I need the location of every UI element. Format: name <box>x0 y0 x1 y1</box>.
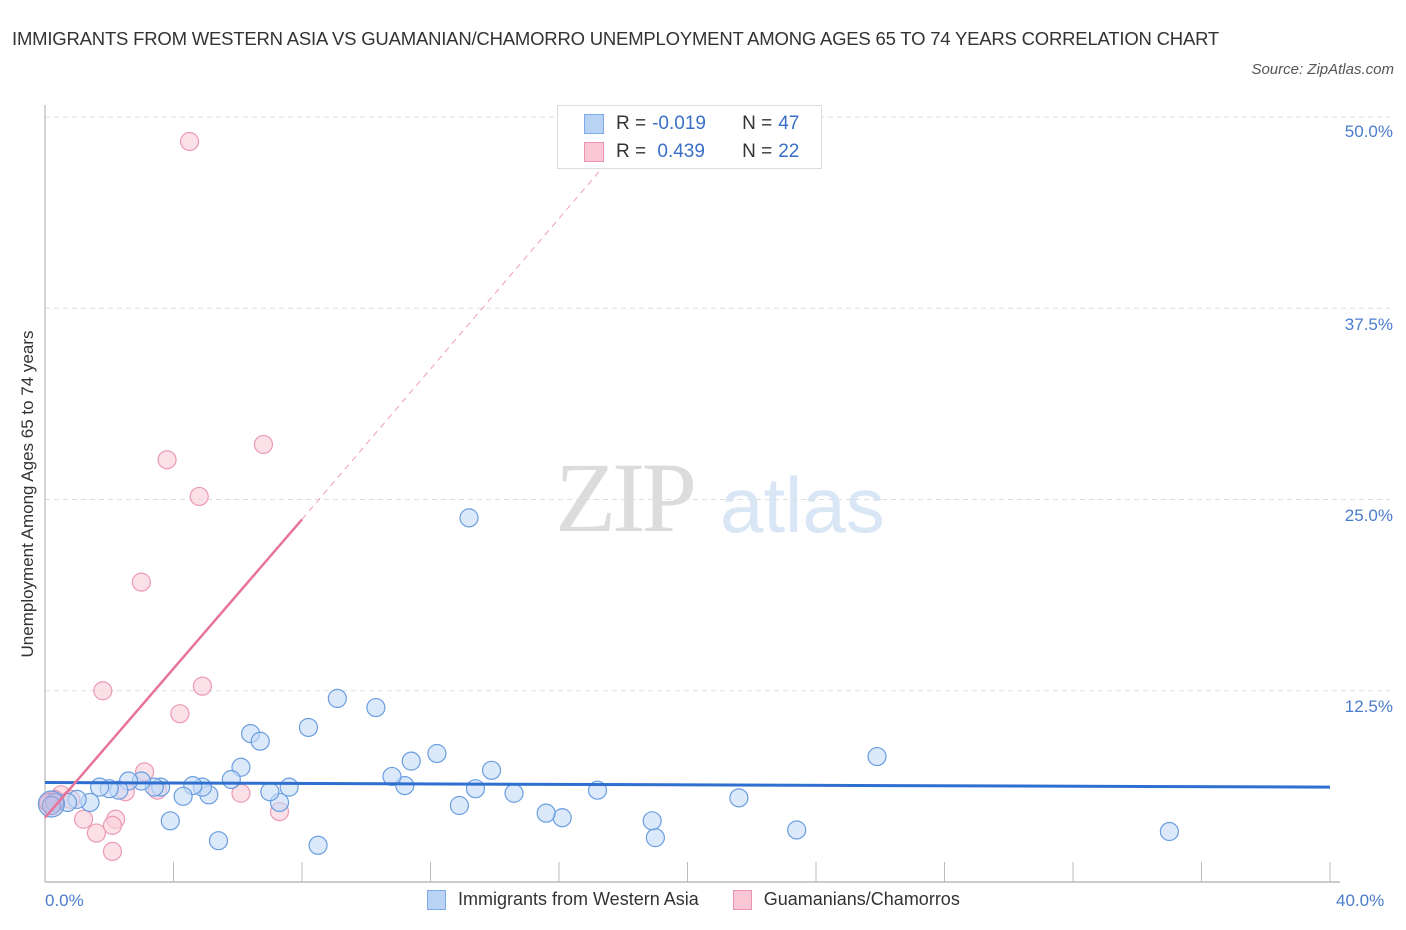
data-point-guamanians <box>253 434 274 455</box>
legend-row-western-asia: R = -0.019 N = 47 <box>584 112 799 136</box>
watermark-zip: ZIP <box>555 442 697 553</box>
data-point-guamanians <box>157 450 177 470</box>
data-point-western-asia <box>260 782 280 802</box>
n-value: 22 <box>778 141 800 162</box>
data-point-western-asia <box>449 795 470 816</box>
y-tick-50: 50.0% <box>1344 122 1393 141</box>
blue-swatch-icon <box>584 114 604 134</box>
data-point-western-asia <box>221 769 241 790</box>
data-point-western-asia <box>1159 821 1179 842</box>
r-label: R = <box>616 113 647 134</box>
legend-label: Immigrants from Western Asia <box>458 889 699 909</box>
legend-label: Guamanians/Chamorros <box>763 889 960 909</box>
data-point-guamanians <box>189 486 209 507</box>
n-value: 47 <box>778 113 800 134</box>
data-point-guamanians <box>170 704 190 724</box>
data-point-western-asia <box>465 779 486 799</box>
data-point-guamanians <box>102 815 123 835</box>
y-axis-label: Unemployment Among Ages 65 to 74 years <box>18 330 37 658</box>
r-value: 0.439 <box>652 141 705 162</box>
data-point-western-asia <box>250 731 270 751</box>
data-point-western-asia <box>729 788 749 808</box>
data-point-guamanians <box>192 676 213 696</box>
n-label: N = <box>742 141 773 162</box>
pink-swatch-icon <box>732 889 752 910</box>
trendline-guamanians-extension <box>301 157 611 520</box>
n-label: N = <box>742 113 773 134</box>
data-point-guamanians <box>179 131 200 152</box>
legend-row-guamanians: R = 0.439 N = 22 <box>584 140 799 164</box>
legend-item-western-asia[interactable]: Immigrants from Western Asia <box>427 889 699 910</box>
data-point-western-asia <box>645 828 665 848</box>
y-tick-25: 25.0% <box>1344 506 1393 525</box>
data-point-western-asia <box>552 808 572 828</box>
data-point-western-asia <box>642 811 662 831</box>
blue-swatch-icon <box>427 889 446 910</box>
y-tick-12-5: 12.5% <box>1344 697 1393 716</box>
y-tick-37-5: 37.5% <box>1344 315 1393 334</box>
chart-title: IMMIGRANTS FROM WESTERN ASIA VS GUAMANIA… <box>12 28 1220 49</box>
trendline-western-asia <box>44 781 1331 789</box>
correlation-legend: R = -0.019 N = 47 R = 0.439 N = 22 <box>557 105 822 169</box>
data-point-western-asia <box>787 820 807 840</box>
data-point-cluster <box>37 790 66 818</box>
data-point-guamanians <box>102 841 123 862</box>
watermark-atlas: atlas <box>720 461 885 549</box>
legend-item-guamanians[interactable]: Guamanians/Chamorros <box>732 889 960 910</box>
data-point-guamanians <box>93 681 113 701</box>
data-point-western-asia <box>160 811 180 831</box>
data-point-guamanians <box>86 823 107 843</box>
data-point-western-asia <box>536 803 556 823</box>
data-point-western-asia <box>459 508 479 528</box>
data-point-guamanians <box>73 809 94 829</box>
trendline-guamanians <box>44 518 303 819</box>
data-point-western-asia <box>173 786 193 806</box>
pink-swatch-icon <box>584 142 604 162</box>
data-point-western-asia <box>327 688 347 709</box>
data-point-western-asia <box>401 751 421 771</box>
data-point-western-asia <box>867 746 887 767</box>
r-label: R = <box>616 141 647 162</box>
data-point-western-asia <box>298 717 319 738</box>
source-label: Source: ZipAtlas.com <box>1251 61 1394 78</box>
data-point-western-asia <box>382 766 402 787</box>
data-point-western-asia <box>208 831 229 851</box>
data-point-western-asia <box>308 835 328 855</box>
x-tick-0: 0.0% <box>45 891 84 910</box>
x-tick-40: 40.0% <box>1336 891 1385 910</box>
data-point-western-asia <box>366 697 386 718</box>
data-point-western-asia <box>504 783 524 803</box>
series-legend: Immigrants from Western Asia Guamanians/… <box>427 889 994 910</box>
data-point-guamanians <box>131 572 151 592</box>
r-value: -0.019 <box>652 113 706 134</box>
data-point-western-asia <box>481 760 502 780</box>
data-point-western-asia <box>427 743 447 764</box>
